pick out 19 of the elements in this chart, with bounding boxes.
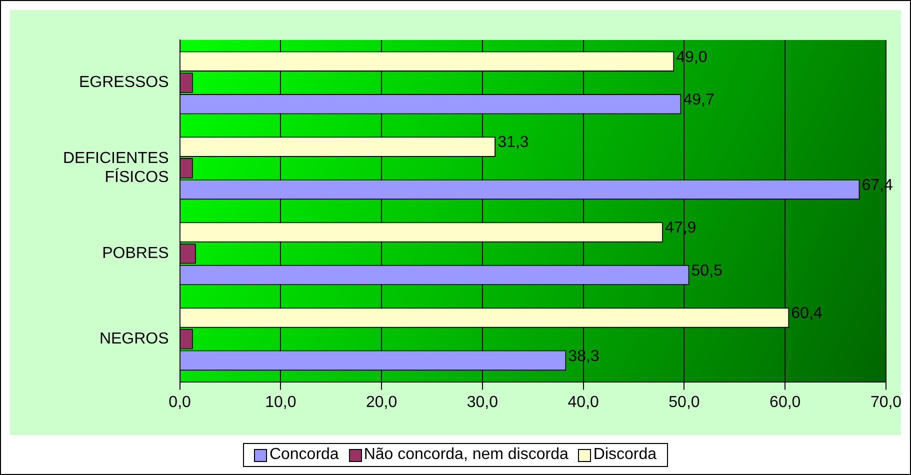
x-tick-label: 20,0	[366, 394, 398, 411]
legend-label: Concorda	[269, 446, 339, 464]
data-label: 49,7	[683, 91, 714, 108]
x-tick-label: 30,0	[466, 394, 498, 411]
y-tick-label: DEFICIENTES FÍSICOS	[62, 150, 169, 186]
data-label: 60,4	[791, 305, 822, 322]
x-tick-label: 0,0	[168, 394, 192, 411]
data-label: 31,3	[498, 134, 529, 152]
x-tick-label: 50,0	[668, 394, 700, 411]
legend-label: Discorda	[593, 446, 657, 464]
legend-label: Não concorda, nem discorda	[364, 446, 568, 464]
data-label: 50,5	[691, 262, 723, 280]
x-tick-label: 60,0	[770, 394, 801, 411]
x-tick-label: 40,0	[568, 394, 600, 411]
y-tick-label: NEGROS	[99, 330, 169, 348]
x-tick-label: 10,0	[265, 394, 296, 411]
x-tick-label: 70,0	[870, 394, 902, 411]
y-tick-label: EGRESSOS	[78, 74, 169, 92]
y-tick-label: POBRES	[102, 245, 169, 262]
